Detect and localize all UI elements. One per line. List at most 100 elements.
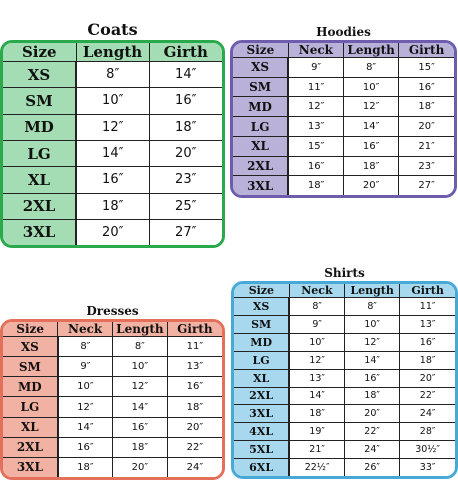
- dresses-table-row: SM 9″ 10″ 13″: [3, 356, 222, 378]
- dresses-value-cell: 18″: [57, 457, 113, 477]
- shirts-value-cell: 12″: [289, 351, 346, 370]
- coats-size-cell: XS: [3, 61, 77, 89]
- coats-value-cell: 14″: [76, 140, 150, 168]
- hoodies-size-cell: XL: [233, 136, 290, 157]
- dresses-size-cell: 3XL: [3, 457, 59, 477]
- shirts-table: Size Neck Length Girth XS 8″ 8″ 11″ SM 9″ 10″ 13″ MD…: [234, 284, 455, 476]
- dresses-value-cell: 11″: [167, 336, 222, 358]
- shirts-value-cell: 24″: [399, 404, 455, 424]
- dresses-value-cell: 20″: [167, 417, 222, 438]
- shirts-table-card: Size Neck Length Girth XS 8″ 8″ 11″ SM 9″ 10″ 13″ MD…: [231, 281, 458, 479]
- shirts-size-cell: 4XL: [234, 422, 291, 442]
- shirts-value-cell: 10″: [344, 315, 401, 334]
- dresses-column-header: Size: [3, 322, 59, 337]
- hoodies-value-cell: 18″: [288, 175, 345, 195]
- dresses-table: Size Neck Length Girth XS 8″ 8″ 11″ SM 9″ 10″ 13″ MD…: [3, 322, 222, 477]
- shirts-value-cell: 9″: [289, 315, 346, 334]
- hoodies-value-cell: 16″: [398, 77, 454, 98]
- dresses-value-cell: 12″: [57, 396, 113, 418]
- shirts-value-cell: 16″: [344, 369, 401, 388]
- hoodies-table-card: Size Neck Length Girth XS 9″ 8″ 15″ SM 11″ 10″ 16″ M…: [230, 40, 457, 198]
- hoodies-column-header: Neck: [288, 43, 345, 58]
- shirts-value-cell: 18″: [289, 404, 346, 424]
- shirts-value-cell: 24″: [344, 440, 401, 460]
- dresses-size-cell: SM: [3, 356, 59, 378]
- coats-value-cell: 10″: [76, 87, 150, 115]
- shirts-value-cell: 20″: [399, 369, 455, 388]
- dresses-value-cell: 24″: [167, 457, 222, 477]
- shirts-size-cell: SM: [234, 315, 291, 334]
- coats-value-cell: 27″: [149, 219, 222, 245]
- shirts-value-cell: 14″: [344, 351, 401, 370]
- hoodies-value-cell: 12″: [343, 96, 400, 118]
- shirts-size-cell: XS: [234, 297, 291, 316]
- coats-size-cell: 3XL: [3, 219, 77, 245]
- hoodies-value-cell: 9″: [288, 57, 345, 78]
- dresses-table-row: XL 14″ 16″ 20″: [3, 417, 222, 438]
- dresses-value-cell: 10″: [112, 356, 168, 378]
- coats-size-cell: MD: [3, 114, 77, 141]
- coats-header-row: Size Length Girth: [3, 43, 222, 62]
- shirts-table-row: XL 13″ 16″ 20″: [234, 369, 455, 388]
- shirts-table-row: 4XL 19″ 22″ 28″: [234, 422, 455, 442]
- shirts-value-cell: 13″: [289, 369, 346, 388]
- coats-table-row: 2XL 18″ 25″: [3, 193, 222, 220]
- dresses-table-row: XS 8″ 8″ 11″: [3, 336, 222, 358]
- dresses-size-cell: XS: [3, 336, 59, 358]
- shirts-header-row: Size Neck Length Girth: [234, 284, 455, 298]
- coats-table-row: SM 10″ 16″: [3, 87, 222, 115]
- hoodies-header-row: Size Neck Length Girth: [233, 43, 454, 58]
- shirts-value-cell: 14″: [289, 387, 346, 406]
- shirts-size-cell: XL: [234, 369, 291, 388]
- dresses-table-row: 3XL 18″ 20″ 24″: [3, 457, 222, 477]
- shirts-value-cell: 16″: [399, 333, 455, 352]
- shirts-value-cell: 20″: [344, 404, 401, 424]
- dresses-value-cell: 16″: [112, 417, 168, 438]
- shirts-column-header: Neck: [289, 284, 346, 298]
- hoodies-table-row: SM 11″ 10″ 16″: [233, 77, 454, 98]
- hoodies-value-cell: 18″: [398, 96, 454, 118]
- dresses-column-header: Length: [112, 322, 168, 337]
- dresses-column-header: Neck: [57, 322, 113, 337]
- hoodies-value-cell: 23″: [398, 156, 454, 177]
- hoodies-value-cell: 15″: [288, 136, 345, 157]
- shirts-size-cell: LG: [234, 351, 291, 370]
- hoodies-value-cell: 12″: [288, 96, 345, 118]
- dresses-value-cell: 13″: [167, 356, 222, 378]
- coats-value-cell: 12″: [76, 114, 150, 141]
- coats-column-header: Girth: [149, 43, 222, 62]
- coats-table-row: XL 16″ 23″: [3, 166, 222, 194]
- shirts-value-cell: 13″: [399, 315, 455, 334]
- shirts-table-row: LG 12″ 14″ 18″: [234, 351, 455, 370]
- shirts-value-cell: 12″: [344, 333, 401, 352]
- dresses-value-cell: 16″: [167, 376, 222, 398]
- coats-table-card: Size Length Girth XS 8″ 14″ SM 10″ 16″ MD 12″ 18″ LG…: [0, 40, 225, 248]
- shirts-value-cell: 10″: [289, 333, 346, 352]
- shirts-value-cell: 11″: [399, 297, 455, 316]
- hoodies-size-cell: SM: [233, 77, 290, 98]
- hoodies-size-cell: 3XL: [233, 175, 290, 195]
- dresses-value-cell: 14″: [112, 396, 168, 418]
- coats-size-cell: 2XL: [3, 193, 77, 220]
- coats-table: Size Length Girth XS 8″ 14″ SM 10″ 16″ MD 12″ 18″ LG…: [3, 43, 222, 245]
- shirts-size-cell: 3XL: [234, 404, 291, 424]
- shirts-column-header: Girth: [399, 284, 455, 298]
- shirts-value-cell: 18″: [344, 387, 401, 406]
- dresses-size-cell: MD: [3, 376, 59, 398]
- coats-column-header: Length: [76, 43, 150, 62]
- dresses-size-cell: XL: [3, 417, 59, 438]
- coats-value-cell: 16″: [76, 166, 150, 194]
- coats-size-chart: Coats Size Length Girth XS 8″ 14″ SM 10″ 16″ MD 12…: [0, 20, 225, 248]
- hoodies-value-cell: 11″: [288, 77, 345, 98]
- shirts-title: Shirts: [324, 266, 365, 280]
- dresses-table-row: 2XL 16″ 18″ 22″: [3, 437, 222, 458]
- shirts-size-cell: MD: [234, 333, 291, 352]
- hoodies-value-cell: 21″: [398, 136, 454, 157]
- coats-table-row: LG 14″ 20″: [3, 140, 222, 168]
- hoodies-table-row: MD 12″ 12″ 18″: [233, 96, 454, 118]
- hoodies-value-cell: 10″: [343, 77, 400, 98]
- dresses-value-cell: 16″: [57, 437, 113, 458]
- coats-value-cell: 8″: [76, 61, 150, 89]
- hoodies-value-cell: 15″: [398, 57, 454, 78]
- coats-size-cell: SM: [3, 87, 77, 115]
